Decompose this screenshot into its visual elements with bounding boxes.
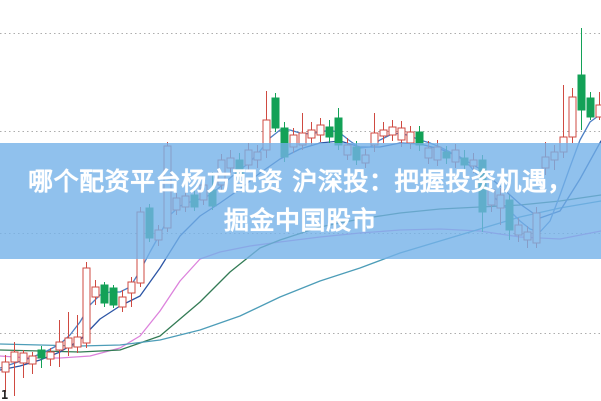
candle-up xyxy=(82,267,91,344)
candle-up xyxy=(55,341,64,351)
headline-banner: 哪个配资平台杨方配资 沪深投：把握投资机遇， 掘金中国股市 xyxy=(0,143,601,259)
candle-up xyxy=(64,337,73,349)
candle-up xyxy=(397,127,406,141)
candle-up xyxy=(46,351,55,360)
headline-line-2: 掘金中国股市 xyxy=(223,206,377,235)
candle-up xyxy=(19,352,28,364)
candle-down xyxy=(100,284,109,304)
candle-up xyxy=(10,351,19,363)
candle-up xyxy=(73,336,82,348)
candle-up xyxy=(595,104,601,118)
candle-up xyxy=(406,131,415,144)
headline-line-1: 哪个配资平台杨方配资 沪深投：把握投资机遇， xyxy=(28,167,573,196)
candle-up xyxy=(28,355,37,365)
candle-down xyxy=(325,126,334,138)
candle-down xyxy=(37,349,46,359)
candle-down xyxy=(586,97,595,118)
candle-down xyxy=(334,117,343,146)
candle-down xyxy=(271,97,280,129)
candle-up xyxy=(388,126,397,136)
candle-up xyxy=(379,129,388,137)
candle-up xyxy=(1,361,10,373)
candle-up xyxy=(91,286,100,298)
candle-up xyxy=(307,129,316,139)
candle-up xyxy=(316,124,325,136)
candle-down xyxy=(577,74,586,111)
axis-label-bottom-left: 1 xyxy=(1,388,9,401)
candle-up xyxy=(568,96,577,138)
candle-up xyxy=(127,281,136,294)
candle-down xyxy=(109,287,118,306)
candle-up xyxy=(118,296,127,308)
